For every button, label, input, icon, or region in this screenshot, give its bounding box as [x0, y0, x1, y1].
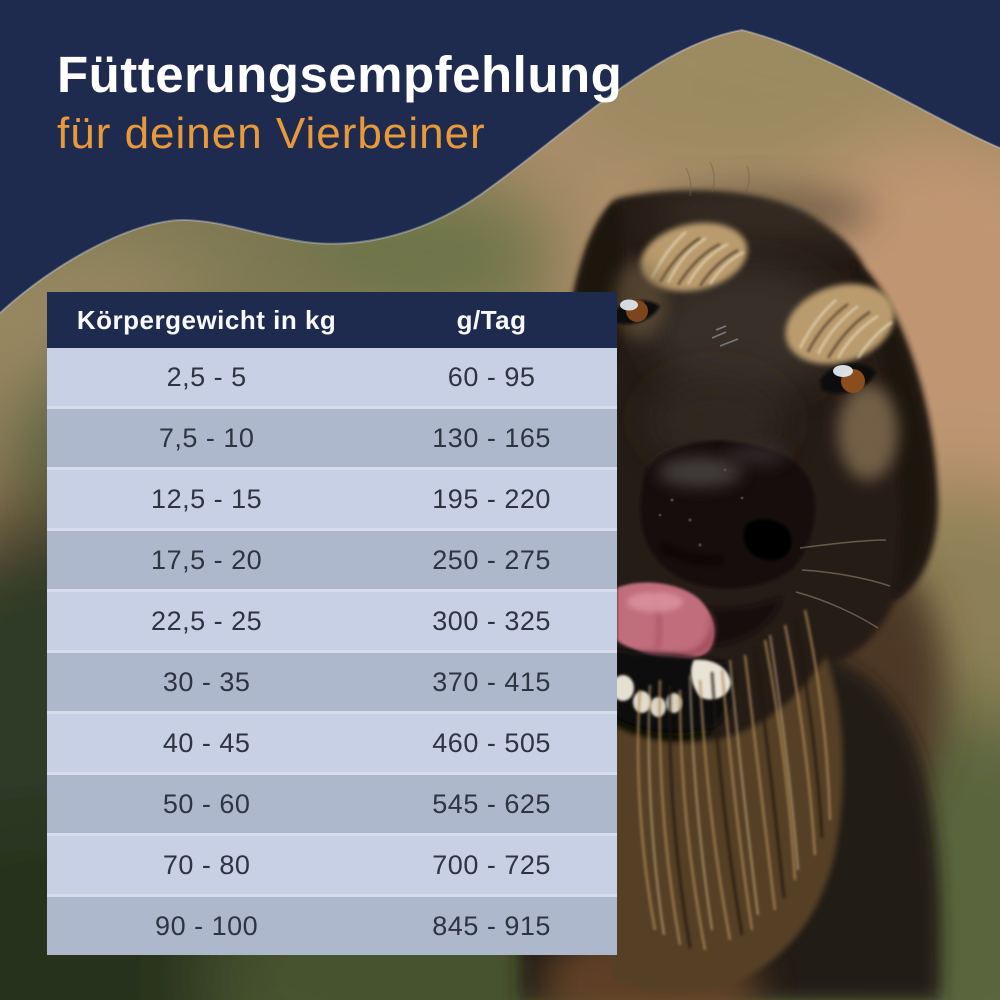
weight-cell: 30 - 35 [162, 666, 251, 697]
weight-cell: 40 - 45 [162, 727, 251, 758]
table-row: 70 - 80 700 - 725 [47, 833, 617, 894]
feeding-table-body: 2,5 - 5 60 - 95 7,5 - 10 130 - 165 12,5 - 15… [47, 348, 617, 955]
table-row: 90 - 100 845 - 915 [47, 894, 617, 955]
column-header-grams: g/Tag [456, 304, 527, 335]
grams-per-day-cell: 250 - 275 [432, 544, 551, 575]
column-header-weight: Körpergewicht in kg [76, 304, 337, 335]
weight-cell: 17,5 - 20 [151, 544, 263, 575]
grams-per-day-cell: 370 - 415 [432, 666, 551, 697]
weight-cell: 90 - 100 [155, 910, 259, 941]
grams-per-day-cell: 130 - 165 [432, 422, 551, 453]
page-title: Fütterungsempfehlung [57, 46, 623, 103]
weight-cell: 22,5 - 25 [151, 605, 263, 636]
table-row: 12,5 - 15 195 - 220 [47, 467, 617, 528]
table-row: 17,5 - 20 250 - 275 [47, 528, 617, 589]
forehead-highlight [711, 325, 739, 347]
grams-per-day-cell: 845 - 915 [432, 910, 551, 941]
weight-cell: 12,5 - 15 [151, 483, 263, 514]
table-row: 50 - 60 545 - 625 [47, 772, 617, 833]
grams-per-day-cell: 545 - 625 [432, 788, 551, 819]
table-row: 7,5 - 10 130 - 165 [47, 406, 617, 467]
weight-cell: 70 - 80 [162, 849, 251, 880]
dog-chest-fur [612, 609, 843, 993]
table-row: 2,5 - 5 60 - 95 [47, 348, 617, 406]
feeding-table: Körpergewicht in kg g/Tag 2,5 - 5 60 - 95… [47, 292, 617, 955]
table-row: 30 - 35 370 - 415 [47, 650, 617, 711]
weight-cell: 2,5 - 5 [166, 361, 247, 392]
table-header-row: Körpergewicht in kg g/Tag [47, 292, 617, 348]
dog-whiskers [795, 539, 891, 629]
title-block: Fütterungsempfehlung für deinen Vierbein… [57, 48, 622, 156]
dog-tongue [617, 582, 715, 660]
grams-per-day-cell: 300 - 325 [432, 605, 551, 636]
grams-per-day-cell: 195 - 220 [432, 483, 551, 514]
grams-per-day-cell: 700 - 725 [432, 849, 551, 880]
page-subtitle: für deinen Vierbeiner [57, 109, 486, 159]
grams-per-day-cell: 460 - 505 [432, 727, 551, 758]
weight-cell: 50 - 60 [162, 788, 251, 819]
grams-per-day-cell: 60 - 95 [447, 361, 536, 392]
weight-cell: 7,5 - 10 [158, 422, 255, 453]
table-row: 22,5 - 25 300 - 325 [47, 589, 617, 650]
table-row: 40 - 45 460 - 505 [47, 711, 617, 772]
